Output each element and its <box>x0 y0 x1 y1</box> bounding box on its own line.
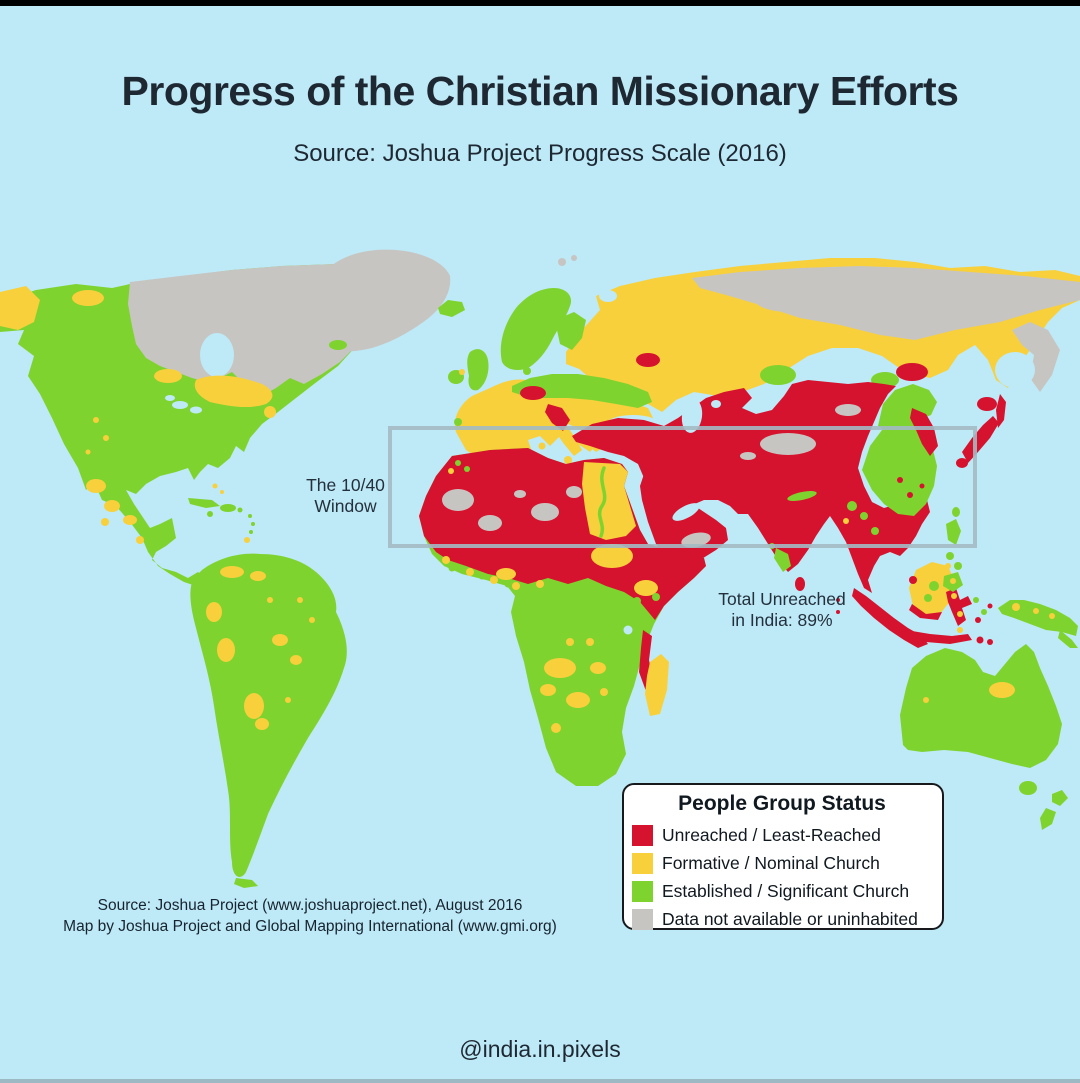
established-color-swatch <box>632 880 653 902</box>
taklamakan <box>760 433 816 455</box>
sahara-sahel-red <box>419 448 706 620</box>
north-america-yellow-patches <box>0 286 276 544</box>
no-data-color-swatch <box>632 908 653 930</box>
australia <box>900 644 1062 768</box>
balkans-red <box>545 404 570 431</box>
central-europe-red-spot <box>520 386 546 400</box>
southeast-asia-islands <box>836 519 993 648</box>
taiwan <box>952 507 960 517</box>
legend-label: Unreached / Least-Reached <box>662 824 881 845</box>
java <box>906 630 972 644</box>
sahara-gray-patches <box>442 486 582 531</box>
unreached-color-swatch <box>632 824 653 846</box>
australia-yellow-patch <box>989 682 1015 698</box>
iceland <box>438 300 465 317</box>
legend-row-unreached: Unreached / Least-Reached <box>632 821 932 849</box>
siberia-arctic-gray <box>692 266 1080 340</box>
sri-lanka <box>795 577 805 591</box>
legend-row-formative: Formative / Nominal Church <box>632 849 932 877</box>
legend-row-established: Established / Significant Church <box>632 877 932 905</box>
moluccas <box>973 597 993 623</box>
asia-unreached-belt <box>572 380 930 593</box>
svalbard-islands <box>558 255 577 266</box>
philippines <box>943 519 963 592</box>
sahel-speckles <box>442 460 544 594</box>
india-annotation: Total Unreached in India: 89% <box>698 589 866 631</box>
page-title: Progress of the Christian Missionary Eff… <box>121 68 959 114</box>
window-annotation-line1: The 10/40 <box>306 475 385 495</box>
south-america <box>190 553 347 888</box>
caspian-sea <box>681 399 703 433</box>
hudson-bay <box>200 333 234 377</box>
author-handle: @india.in.pixels <box>459 1036 621 1062</box>
cuba <box>188 498 220 508</box>
indochina-green-patches <box>843 501 879 535</box>
bottom-border-bar <box>0 1079 1080 1083</box>
ethiopia-patch <box>634 580 658 596</box>
legend: People Group Status Unreached / Least-Re… <box>622 783 944 930</box>
india-annotation-line2: in India: 89% <box>731 610 833 630</box>
scandinavia <box>500 288 572 370</box>
window-annotation-line2: Window <box>314 496 377 516</box>
caribbean-islands <box>188 483 255 543</box>
new-zealand <box>1040 790 1068 830</box>
sea-of-okhotsk <box>995 352 1035 388</box>
madagascar <box>645 654 669 716</box>
rub-al-khali <box>681 532 711 548</box>
manchuria-green <box>878 384 937 431</box>
baltics <box>566 346 608 370</box>
legend-label: Established / Significant Church <box>662 880 910 901</box>
east-china-green <box>862 416 937 516</box>
nepal-sliver <box>787 490 817 502</box>
persian-gulf <box>672 503 700 521</box>
new-guinea <box>998 600 1078 636</box>
japan <box>956 397 999 468</box>
ten-forty-window-box <box>388 426 977 548</box>
southern-africa-yellow <box>540 638 608 733</box>
legend-label: Formative / Nominal Church <box>662 852 880 873</box>
india-annotation-line1: Total Unreached <box>718 589 846 609</box>
finland <box>557 312 586 350</box>
asia-mainland <box>572 380 999 593</box>
tierra-del-fuego <box>234 878 258 888</box>
africa <box>419 448 706 786</box>
window-annotation: The 10/40 Window <box>283 475 408 517</box>
top-border-bar <box>0 0 1080 6</box>
sakhalin <box>996 394 1006 428</box>
europe <box>438 288 660 468</box>
kamchatka <box>1012 322 1060 392</box>
south-america-yellow-patches <box>206 566 315 730</box>
aral-sea <box>711 400 721 408</box>
source-credits: Source: Joshua Project (www.joshuaprojec… <box>40 895 580 937</box>
great-lakes <box>165 395 202 414</box>
greenland <box>303 249 451 352</box>
lake-victoria <box>623 625 633 635</box>
tasmania <box>1019 781 1037 795</box>
oceania <box>900 600 1078 830</box>
nile-river <box>597 466 607 538</box>
britain <box>467 349 489 391</box>
gobi <box>835 404 861 416</box>
sudan-patch <box>591 544 633 568</box>
formative-color-swatch <box>632 852 653 874</box>
south-america-landmass <box>190 553 347 877</box>
legend-title: People Group Status <box>678 792 886 815</box>
hispaniola <box>220 504 236 512</box>
legend-row-no-data: Data not available or uninhabited <box>632 905 932 933</box>
central-europe-band <box>512 374 652 408</box>
north-america <box>0 249 451 586</box>
white-sea <box>599 290 617 302</box>
egypt <box>582 462 636 540</box>
legend-label: Data not available or uninhabited <box>662 908 918 929</box>
russia-region <box>558 255 1080 428</box>
south-india-green <box>774 548 791 572</box>
sulawesi <box>946 588 972 626</box>
korea <box>910 408 938 456</box>
source-credit-line1: Source: Joshua Project (www.joshuaprojec… <box>97 897 523 914</box>
page-subtitle: Source: Joshua Project Progress Scale (2… <box>293 140 787 167</box>
source-credit-line2: Map by Joshua Project and Global Mapping… <box>63 918 557 935</box>
